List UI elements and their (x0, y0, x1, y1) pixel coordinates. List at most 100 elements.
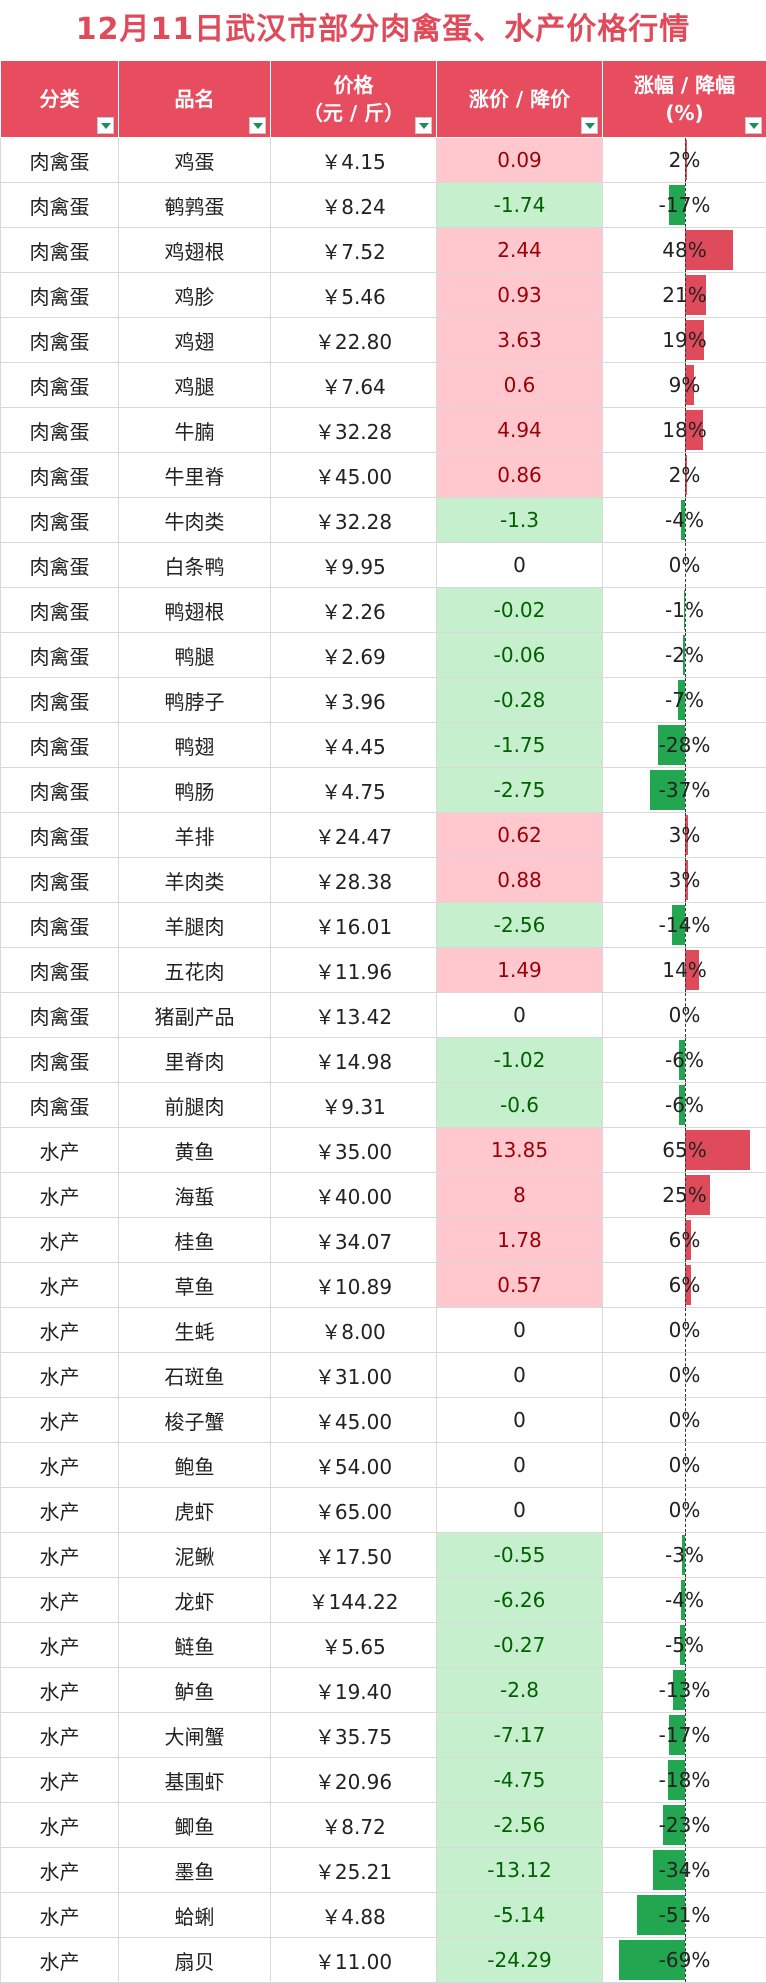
category-cell[interactable]: 水产 (1, 1443, 119, 1488)
category-cell[interactable]: 水产 (1, 1938, 119, 1983)
category-cell[interactable]: 肉禽蛋 (1, 723, 119, 768)
change-cell[interactable]: 2.44 (437, 228, 603, 273)
pct-cell[interactable]: -17% (603, 1713, 766, 1758)
pct-cell[interactable]: -5% (603, 1623, 766, 1668)
price-cell[interactable]: ￥16.01 (271, 903, 437, 948)
price-cell[interactable]: ￥4.75 (271, 768, 437, 813)
change-cell[interactable]: -13.12 (437, 1848, 603, 1893)
change-cell[interactable]: -1.74 (437, 183, 603, 228)
change-cell[interactable]: 0.6 (437, 363, 603, 408)
name-cell[interactable]: 鸭翅 (119, 723, 271, 768)
price-cell[interactable]: ￥5.65 (271, 1623, 437, 1668)
category-cell[interactable]: 水产 (1, 1398, 119, 1443)
pct-cell[interactable]: -28% (603, 723, 766, 768)
pct-cell[interactable]: -7% (603, 678, 766, 723)
category-cell[interactable]: 水产 (1, 1623, 119, 1668)
name-cell[interactable]: 牛里脊 (119, 453, 271, 498)
pct-cell[interactable]: -37% (603, 768, 766, 813)
name-cell[interactable]: 泥鳅 (119, 1533, 271, 1578)
category-cell[interactable]: 水产 (1, 1803, 119, 1848)
price-cell[interactable]: ￥2.26 (271, 588, 437, 633)
category-cell[interactable]: 水产 (1, 1668, 119, 1713)
change-cell[interactable]: 0 (437, 993, 603, 1038)
name-cell[interactable]: 白条鸭 (119, 543, 271, 588)
pct-cell[interactable]: 48% (603, 228, 766, 273)
price-cell[interactable]: ￥9.95 (271, 543, 437, 588)
category-cell[interactable]: 水产 (1, 1173, 119, 1218)
category-cell[interactable]: 水产 (1, 1218, 119, 1263)
category-cell[interactable]: 肉禽蛋 (1, 633, 119, 678)
filter-dropdown-icon[interactable] (745, 117, 762, 134)
filter-dropdown-icon[interactable] (249, 117, 266, 134)
price-cell[interactable]: ￥24.47 (271, 813, 437, 858)
price-cell[interactable]: ￥32.28 (271, 408, 437, 453)
category-cell[interactable]: 肉禽蛋 (1, 678, 119, 723)
change-cell[interactable]: -0.02 (437, 588, 603, 633)
name-cell[interactable]: 羊腿肉 (119, 903, 271, 948)
name-cell[interactable]: 基围虾 (119, 1758, 271, 1803)
name-cell[interactable]: 鸡翅根 (119, 228, 271, 273)
pct-cell[interactable]: -23% (603, 1803, 766, 1848)
filter-dropdown-icon[interactable] (97, 117, 114, 134)
price-cell[interactable]: ￥2.69 (271, 633, 437, 678)
change-cell[interactable]: -0.27 (437, 1623, 603, 1668)
price-cell[interactable]: ￥45.00 (271, 453, 437, 498)
pct-cell[interactable]: -6% (603, 1083, 766, 1128)
pct-cell[interactable]: 3% (603, 813, 766, 858)
price-cell[interactable]: ￥4.45 (271, 723, 437, 768)
name-cell[interactable]: 鲈鱼 (119, 1668, 271, 1713)
pct-cell[interactable]: 25% (603, 1173, 766, 1218)
category-cell[interactable]: 肉禽蛋 (1, 588, 119, 633)
change-cell[interactable]: 0.57 (437, 1263, 603, 1308)
name-cell[interactable]: 猪副产品 (119, 993, 271, 1038)
pct-cell[interactable]: -34% (603, 1848, 766, 1893)
pct-cell[interactable]: -17% (603, 183, 766, 228)
change-cell[interactable]: -0.6 (437, 1083, 603, 1128)
pct-cell[interactable]: 19% (603, 318, 766, 363)
change-cell[interactable]: -0.28 (437, 678, 603, 723)
pct-cell[interactable]: -1% (603, 588, 766, 633)
change-cell[interactable]: -5.14 (437, 1893, 603, 1938)
change-cell[interactable]: 0 (437, 1353, 603, 1398)
change-cell[interactable]: 0.09 (437, 138, 603, 183)
pct-cell[interactable]: -69% (603, 1938, 766, 1983)
pct-cell[interactable]: -3% (603, 1533, 766, 1578)
price-cell[interactable]: ￥34.07 (271, 1218, 437, 1263)
price-cell[interactable]: ￥4.15 (271, 138, 437, 183)
name-cell[interactable]: 鸡翅 (119, 318, 271, 363)
price-cell[interactable]: ￥11.00 (271, 1938, 437, 1983)
category-cell[interactable]: 肉禽蛋 (1, 183, 119, 228)
pct-cell[interactable]: 6% (603, 1263, 766, 1308)
pct-cell[interactable]: -51% (603, 1893, 766, 1938)
change-cell[interactable]: 0 (437, 543, 603, 588)
price-cell[interactable]: ￥65.00 (271, 1488, 437, 1533)
name-cell[interactable]: 鸭翅根 (119, 588, 271, 633)
category-cell[interactable]: 肉禽蛋 (1, 273, 119, 318)
name-cell[interactable]: 蛤蜊 (119, 1893, 271, 1938)
change-cell[interactable]: -7.17 (437, 1713, 603, 1758)
filter-dropdown-icon[interactable] (581, 117, 598, 134)
category-cell[interactable]: 水产 (1, 1263, 119, 1308)
price-cell[interactable]: ￥35.00 (271, 1128, 437, 1173)
pct-cell[interactable]: 0% (603, 543, 766, 588)
change-cell[interactable]: -6.26 (437, 1578, 603, 1623)
name-cell[interactable]: 五花肉 (119, 948, 271, 993)
name-cell[interactable]: 扇贝 (119, 1938, 271, 1983)
name-cell[interactable]: 梭子蟹 (119, 1398, 271, 1443)
change-cell[interactable]: 0 (437, 1398, 603, 1443)
pct-cell[interactable]: -13% (603, 1668, 766, 1713)
pct-cell[interactable]: 0% (603, 1488, 766, 1533)
category-cell[interactable]: 肉禽蛋 (1, 228, 119, 273)
name-cell[interactable]: 生蚝 (119, 1308, 271, 1353)
category-cell[interactable]: 肉禽蛋 (1, 948, 119, 993)
name-cell[interactable]: 鲍鱼 (119, 1443, 271, 1488)
change-cell[interactable]: -2.56 (437, 903, 603, 948)
price-cell[interactable]: ￥54.00 (271, 1443, 437, 1488)
pct-cell[interactable]: 0% (603, 1398, 766, 1443)
change-cell[interactable]: -1.75 (437, 723, 603, 768)
price-cell[interactable]: ￥8.72 (271, 1803, 437, 1848)
filter-dropdown-icon[interactable] (415, 117, 432, 134)
name-cell[interactable]: 草鱼 (119, 1263, 271, 1308)
change-cell[interactable]: -0.06 (437, 633, 603, 678)
change-cell[interactable]: 0 (437, 1308, 603, 1353)
